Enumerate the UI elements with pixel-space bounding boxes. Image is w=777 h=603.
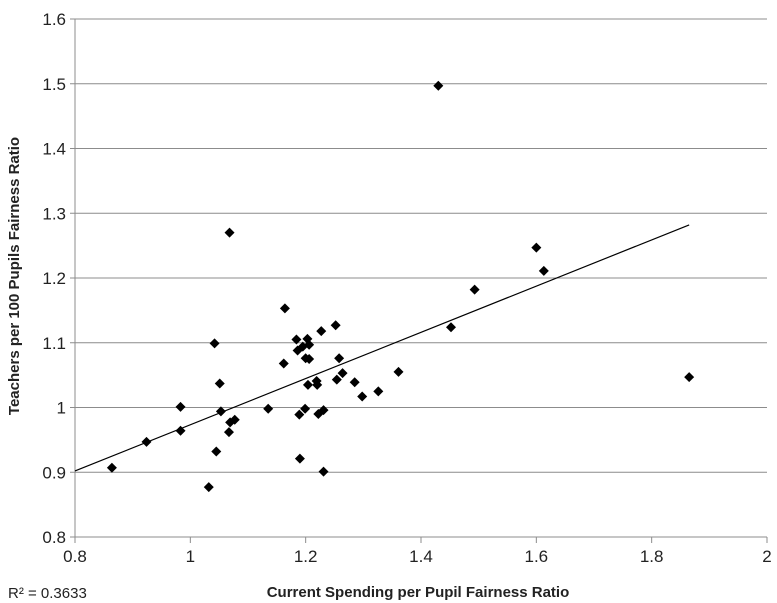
data-point [318, 466, 329, 477]
data-point [312, 379, 323, 390]
r-squared-label: R² = 0.3633 [8, 585, 87, 602]
data-point [175, 425, 186, 436]
data-point [215, 406, 226, 417]
y-tick-label: 1.6 [42, 10, 66, 29]
trendline [74, 224, 690, 472]
data-point [229, 414, 240, 425]
y-axis-title: Teachers per 100 Pupils Fairness Ratio [6, 137, 23, 415]
data-point [433, 80, 444, 91]
y-tick-label: 1.3 [42, 204, 66, 223]
x-tick-label: 0.8 [63, 547, 87, 566]
data-point [106, 462, 117, 473]
data-point [684, 372, 695, 383]
data-point [334, 353, 345, 364]
y-tick-label: 1 [57, 399, 66, 418]
data-point [175, 401, 186, 412]
x-tick-label: 1.6 [525, 547, 549, 566]
data-point [469, 284, 480, 295]
y-tick-label: 1.2 [42, 269, 66, 288]
x-axis-title: Current Spending per Pupil Fairness Rati… [267, 584, 570, 601]
data-point [337, 368, 348, 379]
data-point [279, 303, 290, 314]
x-tick-label: 1.2 [294, 547, 318, 566]
data-point [294, 409, 305, 420]
data-point [300, 403, 311, 414]
data-point [393, 366, 404, 377]
data-point [141, 436, 152, 447]
data-point [304, 339, 315, 350]
data-point [445, 322, 456, 333]
data-point [538, 265, 549, 276]
data-point [211, 446, 222, 457]
x-tick-label: 1 [186, 547, 195, 566]
data-point [302, 379, 313, 390]
linear-trendline [74, 224, 690, 472]
data-point [531, 242, 542, 253]
data-point [223, 427, 234, 438]
data-point [263, 403, 274, 414]
data-points [106, 80, 695, 493]
data-point [304, 353, 315, 364]
data-point [331, 374, 342, 385]
data-point [357, 391, 368, 402]
data-point [209, 338, 220, 349]
y-tick-label: 1.4 [42, 140, 66, 159]
data-point [278, 358, 289, 369]
data-point [316, 326, 327, 337]
y-tick-label: 0.9 [42, 463, 66, 482]
gridlines [75, 18, 767, 473]
data-point [214, 378, 225, 389]
y-tick-label: 1.1 [42, 334, 66, 353]
tick-labels: 0.8 0.9 1 1.1 1.2 1.3 1.4 1.5 1.6 0.8 1 1.2 1.4 1.6 1.… [42, 10, 771, 566]
y-tick-label: 1.5 [42, 75, 66, 94]
data-point [318, 405, 329, 416]
y-tick-label: 0.8 [42, 528, 66, 547]
x-tick-label: 1.4 [409, 547, 433, 566]
data-point [203, 482, 214, 493]
axes [70, 18, 768, 543]
data-point [294, 453, 305, 464]
x-tick-label: 2 [762, 547, 771, 566]
data-point [291, 334, 302, 345]
data-point [373, 386, 384, 397]
data-point [349, 377, 360, 388]
data-point [330, 320, 341, 331]
data-point [224, 227, 235, 238]
x-tick-label: 1.8 [640, 547, 664, 566]
